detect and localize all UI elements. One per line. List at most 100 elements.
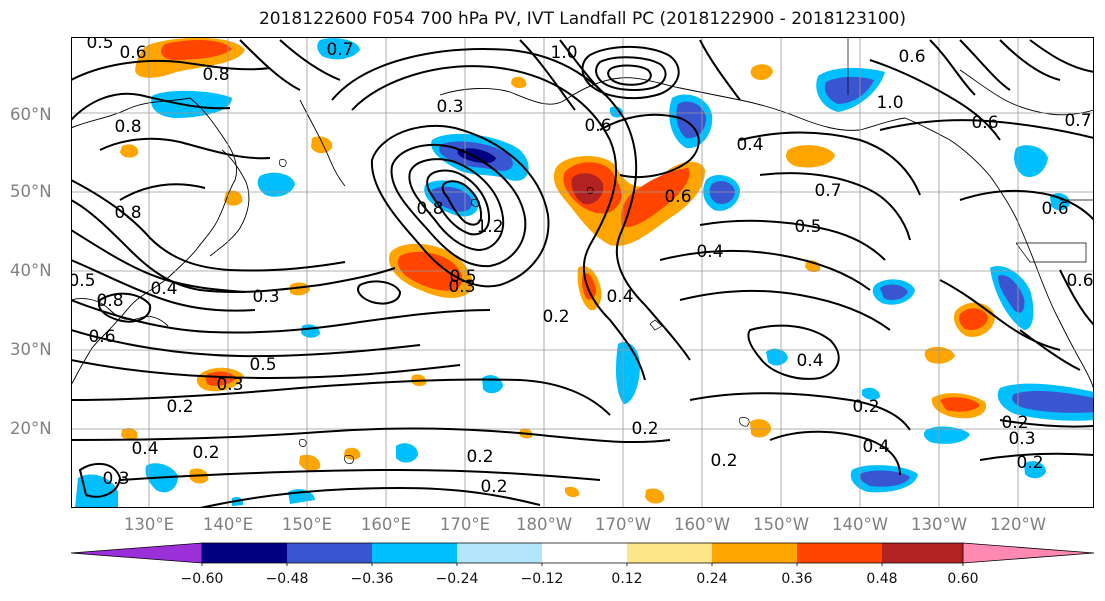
contour-label: 1.2 — [476, 217, 503, 237]
contour-label: 0.5 — [249, 355, 276, 375]
lon-label-160w: 160°W — [673, 515, 731, 534]
cool-patch — [850, 465, 918, 493]
graticule — [71, 37, 1094, 508]
colorbar-tick-label: −0.60 — [180, 571, 224, 587]
contour-label: 0.2 — [192, 443, 219, 463]
contour-label: 0.6 — [971, 113, 998, 133]
cool-patch — [616, 342, 640, 404]
colorbar-tick-label: −0.36 — [350, 571, 394, 587]
cool-patch — [872, 279, 915, 305]
lon-label-130w: 130°W — [910, 515, 968, 534]
cool-patch — [703, 175, 740, 211]
contour-label: 0.8 — [96, 291, 123, 311]
contour-label: 0.5 — [449, 267, 476, 287]
contour-label: 0.8 — [202, 65, 229, 85]
colorbar-swatch — [457, 543, 542, 563]
lat-label-20n: 20°N — [10, 419, 52, 438]
contour-label: 0.7 — [814, 181, 841, 201]
colorbar-extend-low — [70, 542, 203, 564]
contour-label: 0.2 — [166, 397, 193, 417]
warm-patch — [120, 76, 821, 504]
lon-label-130e: 130°E — [123, 515, 175, 534]
contour-label: 0.4 — [736, 135, 763, 155]
warm-patch — [924, 346, 955, 364]
map-title: 2018122600 F054 700 hPa PV, IVT Landfall… — [258, 9, 906, 29]
contour-label: 0.4 — [150, 279, 177, 299]
contour-label: 0.6 — [88, 327, 115, 347]
lon-label-150w: 150°W — [752, 515, 810, 534]
colorbar-tick-label: −0.12 — [520, 571, 564, 587]
warm-patch — [553, 155, 705, 246]
contour-label: 0.5 — [794, 217, 821, 237]
colorbar-swatch — [287, 543, 372, 563]
contour-label: 0.2 — [1001, 413, 1028, 433]
colorbar-swatch — [202, 543, 287, 563]
contour-label: 0.3 — [102, 469, 129, 489]
lat-label-40n: 40°N — [10, 261, 52, 280]
warm-patch — [750, 419, 772, 438]
cool-patch — [75, 106, 1070, 508]
contour-label: 0.6 — [584, 116, 611, 136]
contour-label: 0.3 — [1008, 429, 1035, 449]
lat-label-60n: 60°N — [10, 105, 52, 124]
contour-label: 0.3 — [448, 277, 475, 297]
warm-patch — [135, 37, 245, 78]
colorbar-tick-label: −0.24 — [435, 571, 479, 587]
lon-label-160e: 160°E — [360, 515, 412, 534]
warm-patch — [290, 282, 310, 296]
colorbar-swatch — [797, 543, 882, 563]
colorbar-tick-label: 0.60 — [947, 571, 979, 587]
contour-label: 0.4 — [796, 351, 823, 371]
lon-label-140w: 140°W — [831, 515, 889, 534]
lon-label-150e: 150°E — [281, 515, 333, 534]
contour-label: 0.6 — [119, 43, 146, 63]
contour-label: 0.6 — [898, 47, 925, 67]
colorbar-tick-label: 0.12 — [611, 571, 643, 587]
colorbar-extend-high — [962, 542, 1095, 564]
contour-label: 0.2 — [480, 477, 507, 497]
pv-contours — [71, 39, 1094, 508]
contour-label: 0.6 — [1041, 199, 1068, 219]
lon-label-180w: 180°W — [515, 515, 573, 534]
contour-label: 0.5 — [71, 271, 96, 291]
warm-patch — [931, 393, 987, 419]
contour-labels: 0.5 0.6 0.7 0.8 1.0 0.3 0.6 0.4 1.0 0.6 … — [71, 37, 1094, 497]
contour-label: 0.2 — [710, 451, 737, 471]
contour-label: 0.2 — [542, 307, 569, 327]
cool-patch — [151, 90, 232, 118]
contour-label: 0.2 — [852, 397, 879, 417]
contour-label: 0.6 — [1066, 271, 1093, 291]
contour-label: 0.2 — [466, 447, 493, 467]
contour-label: 0.8 — [114, 117, 141, 137]
warm-patch — [954, 302, 995, 337]
contour-label: 0.3 — [216, 375, 243, 395]
contour-label: 1.0 — [550, 43, 577, 63]
contour-label: 0.4 — [131, 439, 158, 459]
contour-label: 0.3 — [252, 287, 279, 307]
contour-label: 0.4 — [696, 242, 723, 262]
contour-label: 0.3 — [436, 97, 463, 117]
contour-label: 0.6 — [664, 187, 691, 207]
contour-label: 0.4 — [862, 437, 889, 457]
lon-label-120w: 120°W — [989, 515, 1047, 534]
colorbar-tick-label: 0.48 — [866, 571, 898, 587]
contour-label: 0.7 — [1064, 111, 1091, 131]
colorbar-swatch — [882, 543, 963, 563]
cool-patch — [1014, 145, 1048, 178]
lon-label-140e: 140°E — [202, 515, 254, 534]
colorbar-swatch — [712, 543, 797, 563]
cool-patch — [317, 38, 360, 60]
warm-patch — [786, 145, 835, 168]
contour-label: 0.5 — [86, 37, 113, 53]
contour-label: 0.4 — [606, 287, 633, 307]
cool-patch — [669, 94, 713, 149]
warm-patch — [750, 64, 773, 80]
colorbar-swatch — [627, 543, 712, 563]
cool-patch — [997, 383, 1094, 421]
map-panel: 0.5 0.6 0.7 0.8 1.0 0.3 0.6 0.4 1.0 0.6 … — [71, 37, 1094, 508]
colorbar-tick-label: 0.36 — [781, 571, 813, 587]
contour-label: 0.7 — [326, 40, 353, 60]
cool-patch — [816, 67, 885, 112]
contour-label: 0.2 — [631, 419, 658, 439]
colorbar-swatch — [542, 543, 627, 563]
